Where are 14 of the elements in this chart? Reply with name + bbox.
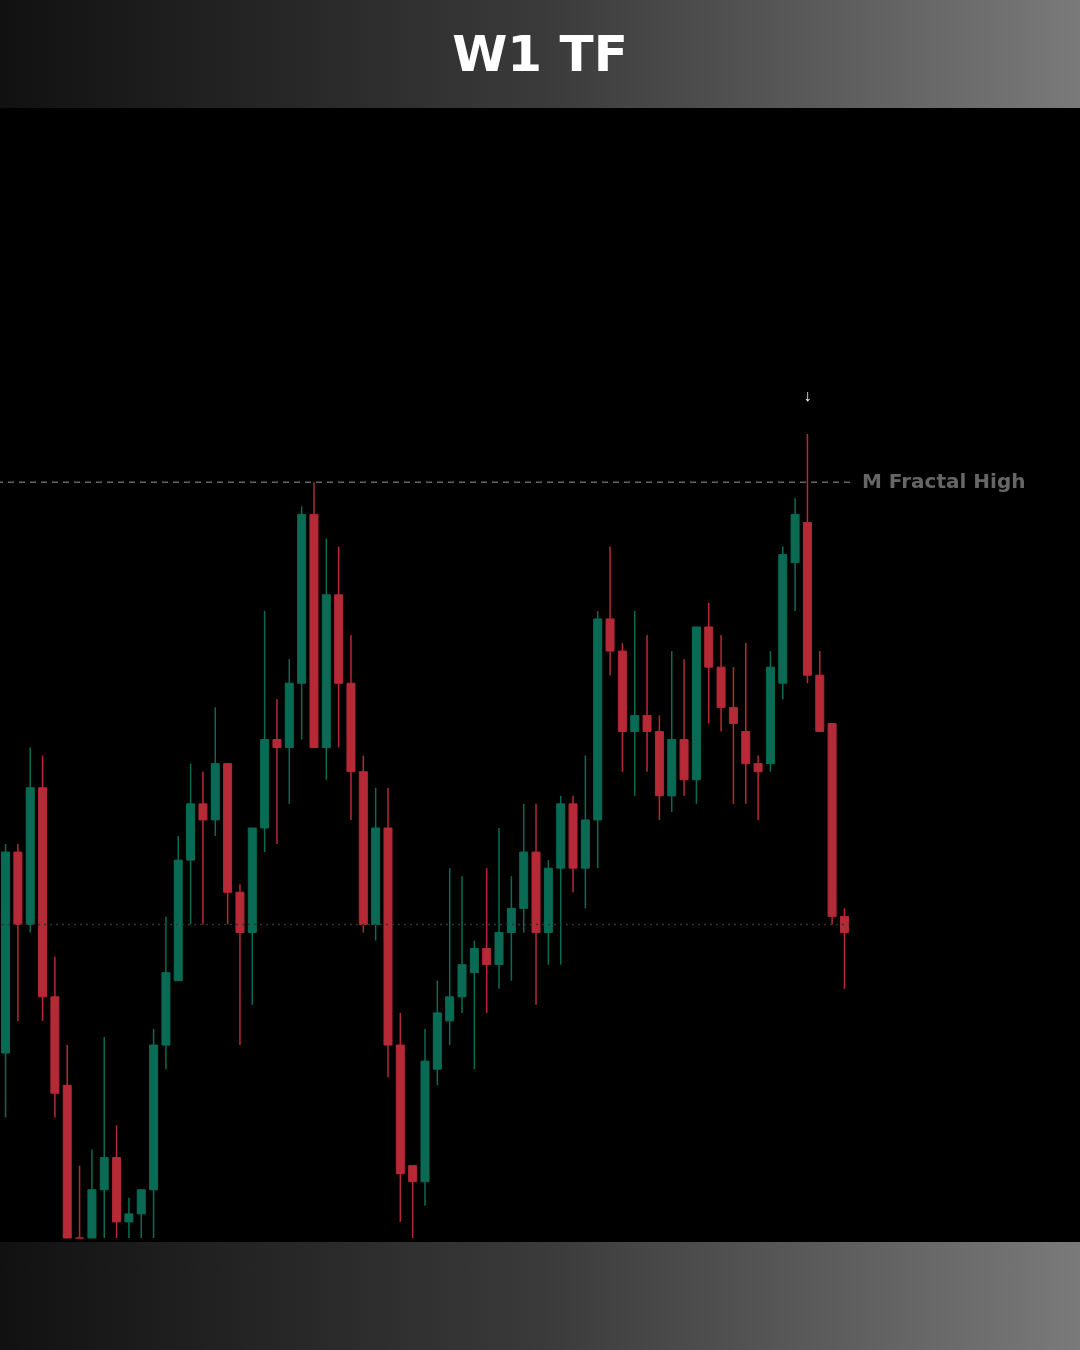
candlestick [272,698,282,845]
candlestick [75,1164,85,1239]
candlestick [630,610,640,797]
candlestick [839,907,849,990]
candlestick [642,634,652,773]
candlestick [408,1164,418,1239]
candlestick [482,867,492,1014]
candlestick [753,754,763,821]
candlestick [124,1197,134,1239]
candlestick [728,666,738,805]
chart-title: W1 TF [0,0,1080,108]
ref-line-label: M Fractal High [862,469,1026,494]
candlestick [198,770,208,926]
text: ↓ [803,387,812,404]
